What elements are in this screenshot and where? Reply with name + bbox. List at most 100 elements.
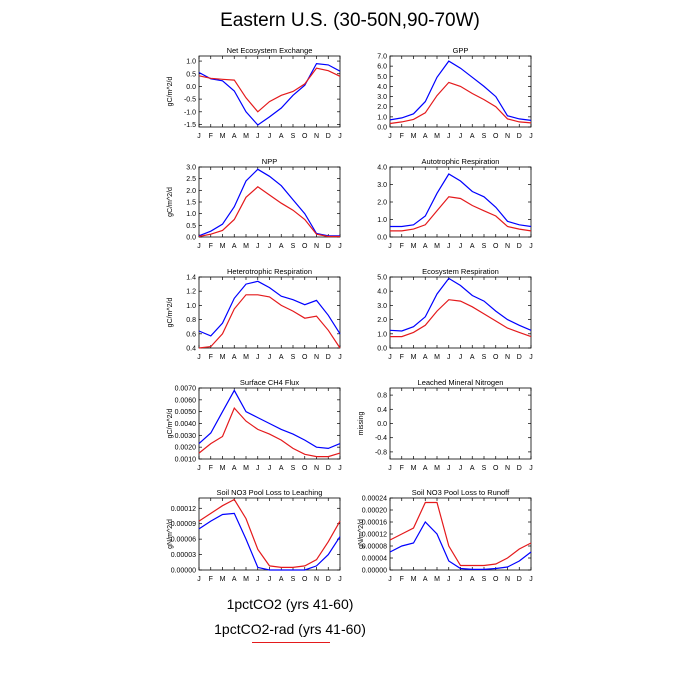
y-tick-label: 0.0070 <box>175 386 197 393</box>
y-tick-label: 0.0050 <box>175 409 197 416</box>
y-tick-label: 6.0 <box>377 64 387 71</box>
x-tick-label: A <box>470 576 475 583</box>
x-tick-label: A <box>279 354 284 361</box>
y-tick-label: 2.0 <box>377 200 387 207</box>
x-tick-label: J <box>388 133 392 140</box>
x-tick-label: J <box>197 576 201 583</box>
x-tick-label: J <box>197 243 201 250</box>
y-tick-label: 7.0 <box>377 54 387 61</box>
x-tick-label: M <box>220 133 226 140</box>
x-tick-label: A <box>279 243 284 250</box>
x-tick-label: D <box>326 576 331 583</box>
x-tick-label: J <box>388 576 392 583</box>
y-tick-label: 0.00006 <box>171 537 196 544</box>
y-tick-label: 1.0 <box>186 59 196 66</box>
y-tick-label: 2.0 <box>377 317 387 324</box>
y-axis-label: gC/m^2/d <box>167 77 174 107</box>
y-axis-label: gN/m^2/d <box>358 519 365 549</box>
series-line-1pctco2-yrs-41-60 <box>198 389 341 450</box>
x-tick-label: A <box>423 243 428 250</box>
x-tick-label: J <box>256 133 260 140</box>
x-tick-label: S <box>482 465 487 472</box>
x-tick-label: N <box>505 576 510 583</box>
x-tick-label: F <box>209 354 213 361</box>
y-tick-label: 1.0 <box>377 114 387 121</box>
y-tick-label: 0.4 <box>186 346 196 353</box>
panel-title: Heterotrophic Respiration <box>227 267 312 276</box>
x-tick-label: N <box>505 243 510 250</box>
x-tick-label: J <box>338 465 342 472</box>
y-axis-label: missing <box>358 412 365 436</box>
y-tick-label: -0.4 <box>375 435 387 442</box>
y-tick-label: 0.0 <box>186 235 196 242</box>
y-tick-label: 0.00016 <box>362 520 387 527</box>
x-tick-label: J <box>338 576 342 583</box>
x-tick-label: A <box>232 243 237 250</box>
y-tick-label: 3.0 <box>377 303 387 310</box>
x-tick-label: M <box>243 576 249 583</box>
x-tick-label: J <box>529 354 533 361</box>
x-tick-label: D <box>517 133 522 140</box>
x-tick-label: J <box>459 465 463 472</box>
legend-label-1pctco2: 1pctCO2 (yrs 41-60) <box>226 596 354 612</box>
x-tick-label: J <box>447 576 451 583</box>
y-tick-label: 1.4 <box>186 275 196 282</box>
x-tick-label: M <box>243 354 249 361</box>
series-line-1pctco2-yrs-41-60 <box>390 173 532 228</box>
y-tick-label: -1.0 <box>184 109 196 116</box>
y-tick-label: 0.0 <box>377 125 387 132</box>
plot-frame <box>198 166 341 238</box>
x-tick-label: F <box>400 354 404 361</box>
x-tick-label: J <box>256 243 260 250</box>
x-tick-label: J <box>459 354 463 361</box>
x-tick-label: A <box>470 465 475 472</box>
y-tick-label: 0.0020 <box>175 445 197 452</box>
panel-surface-ch4-flux: Surface CH4 Flux gC/m^2/d 0.0070 0.0060 0.00… <box>167 378 342 472</box>
series-line-1pctco2-rad-yrs-41-60 <box>390 196 532 232</box>
x-tick-label: J <box>529 465 533 472</box>
x-tick-label: M <box>434 243 440 250</box>
series-line-1pctco2-rad-yrs-41-60 <box>389 81 532 125</box>
y-tick-label: 1.0 <box>186 303 196 310</box>
y-tick-label: 0.0010 <box>175 457 197 464</box>
x-tick-label: F <box>400 243 404 250</box>
x-tick-label: J <box>268 243 272 250</box>
x-tick-label: O <box>302 576 308 583</box>
y-tick-label: 1.5 <box>186 200 196 207</box>
x-tick-label: N <box>314 465 319 472</box>
y-tick-label: 0.00008 <box>362 544 387 551</box>
series-line-1pctco2-yrs-41-60 <box>198 168 340 237</box>
x-tick-label: J <box>529 576 533 583</box>
x-tick-label: O <box>493 243 499 250</box>
x-tick-label: J <box>338 133 342 140</box>
y-tick-label: 0.8 <box>186 317 196 324</box>
x-tick-label: M <box>434 465 440 472</box>
y-tick-label: 0.0030 <box>175 433 197 440</box>
x-tick-label: N <box>505 354 510 361</box>
y-tick-label: 0.00003 <box>171 552 196 559</box>
y-tick-label: 0.00020 <box>362 508 387 515</box>
x-tick-label: A <box>279 576 284 583</box>
x-tick-label: S <box>482 133 487 140</box>
panel-soil-no3-pool-loss-to-leaching: Soil NO3 Pool Loss to LeachinggN/m^2/d0.… <box>167 488 342 583</box>
x-tick-label: M <box>220 576 226 583</box>
x-tick-label: J <box>256 465 260 472</box>
x-tick-label: S <box>291 243 296 250</box>
y-tick-label: 0.0 <box>377 421 387 428</box>
x-tick-label: J <box>447 133 451 140</box>
series-line-1pctco2-rad-yrs-41-60 <box>198 294 341 349</box>
x-tick-label: D <box>326 133 331 140</box>
x-tick-label: D <box>517 576 522 583</box>
x-tick-label: D <box>517 354 522 361</box>
y-tick-label: 4.0 <box>377 289 387 296</box>
series-line-1pctco2-rad-yrs-41-60 <box>390 299 532 338</box>
y-tick-label: 0.0040 <box>175 421 197 428</box>
x-tick-label: J <box>459 576 463 583</box>
panel-ecosystem-respiration: Ecosystem Respiration5.04.03.02.01.00.0J… <box>377 267 532 361</box>
x-tick-label: M <box>411 576 417 583</box>
y-tick-label: 2.5 <box>186 176 196 183</box>
plot-frame <box>389 497 532 571</box>
plot-frame <box>389 276 532 349</box>
